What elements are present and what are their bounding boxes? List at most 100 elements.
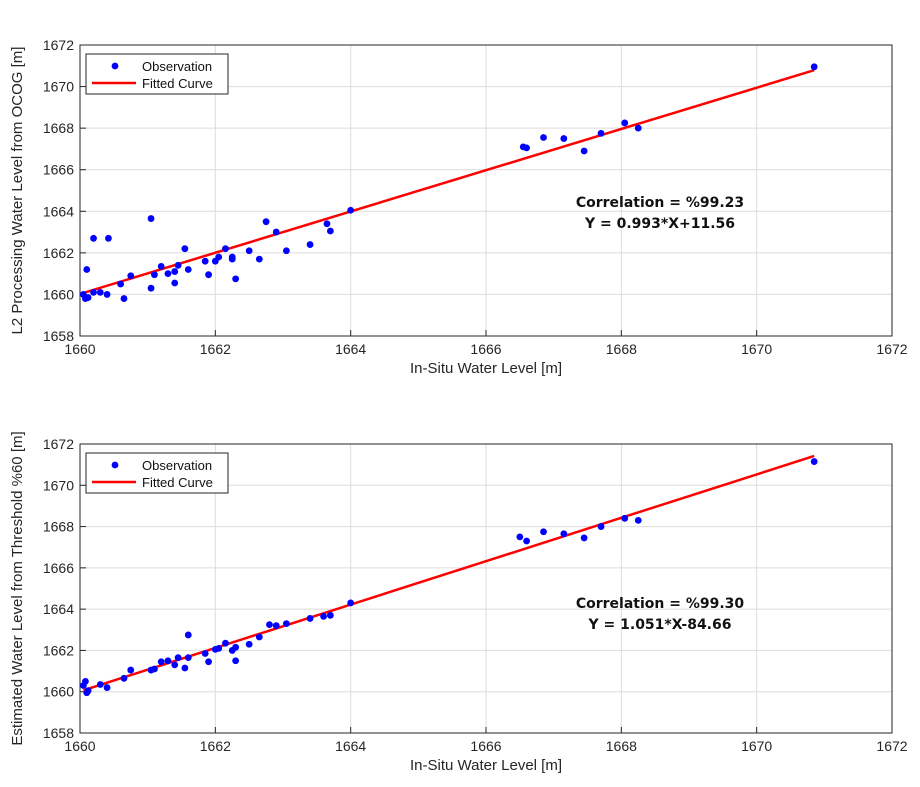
observation-point [90,288,97,296]
observation-point [282,620,290,627]
observation-point [232,643,240,651]
observation-point [523,144,530,152]
x-tick-label: 1666 [470,341,501,357]
observation-point [151,665,158,673]
correlation-annotation: Correlation = %99.23 [576,195,744,211]
observation-point [164,270,172,278]
y-tick-label: 1664 [43,601,74,617]
observation-point [272,622,280,630]
y-tick-label: 1670 [43,79,74,95]
x-axis-label: In-Situ Water Level [m] [410,360,562,377]
y-tick-label: 1662 [43,245,74,261]
y-axis-label: Estimated Water Level from Threshold %60… [9,431,26,745]
x-tick-label: 1670 [741,738,772,754]
observation-point [347,599,355,607]
y-tick-label: 1660 [43,286,74,302]
observation-point [347,206,355,214]
legend-label-observation: Observation [142,458,212,473]
observation-point [181,245,189,253]
observation-point [84,294,92,301]
observation-point [323,220,331,228]
x-tick-label: 1664 [335,738,366,754]
observation-point [634,124,642,132]
y-tick-label: 1672 [43,436,74,452]
observation-point [157,658,165,666]
observation-point [90,234,97,242]
y-tick-label: 1660 [43,684,74,700]
x-tick-label: 1660 [64,738,95,754]
observation-point [151,271,158,279]
y-tick-label: 1658 [43,328,74,344]
observation-point [184,266,192,273]
observation-point [272,228,280,236]
observation-point [306,615,314,622]
observation-point [105,234,112,242]
observation-point [103,684,111,691]
observation-point [120,674,128,682]
x-axis-label: In-Situ Water Level [m] [410,757,562,774]
x-tick-label: 1662 [200,341,231,357]
observation-point [222,245,229,253]
observation-point [215,253,223,261]
x-tick-label: 1660 [64,341,95,357]
correlation-annotation: Correlation = %99.30 [576,596,745,612]
observation-point [232,657,240,665]
observation-point [181,664,189,672]
x-tick-label: 1670 [741,341,772,357]
observation-point [245,247,253,255]
correlation-annotation: Y = 1.051*X-84.66 [588,617,732,633]
observation-point [147,284,155,292]
fitted-curve-line [83,68,815,295]
observation-point [255,633,263,641]
y-tick-label: 1662 [43,642,74,658]
observation-point [266,621,273,629]
x-tick-label: 1672 [876,738,907,754]
observation-point [215,644,223,652]
observation-point [205,271,212,279]
observation-point [320,612,327,620]
observation-point [634,516,642,524]
correlation-annotation: Y = 0.993*X+11.56 [584,216,735,232]
observation-point [245,640,253,648]
observation-point [184,631,192,639]
observation-point [540,134,547,141]
observation-point [120,295,128,302]
x-tick-label: 1668 [606,341,637,357]
y-axis-label: L2 Processing Water Level from OCOG [m] [9,47,26,335]
y-tick-label: 1670 [43,477,74,493]
observation-point [127,272,135,280]
legend-label-fitted-curve: Fitted Curve [142,475,213,490]
observation-point [222,639,229,647]
observation-point [326,227,334,235]
y-tick-label: 1666 [43,162,74,178]
observation-point [540,528,547,536]
x-tick-label: 1664 [335,341,366,357]
observation-point [157,262,165,270]
observation-point [201,650,209,657]
observation-point [174,654,182,662]
observation-point [174,261,182,269]
observation-point [262,218,270,226]
observation-point [306,241,314,248]
observation-point [171,661,179,669]
observation-point [326,611,334,619]
legend-label-fitted-curve: Fitted Curve [142,76,213,91]
y-tick-label: 1666 [43,560,74,576]
observation-point [523,537,530,545]
chart-ocog: 1660 1662 1664 1666 1668 1670 1672165816601662… [9,37,908,377]
legend-box [85,452,229,494]
legend: Observation Fitted Curve [85,452,229,494]
observation-point [84,687,92,695]
observation-point [255,255,263,263]
observation-point [516,533,524,541]
legend: Observation Fitted Curve [85,53,229,95]
y-tick-label: 1664 [43,203,74,219]
observation-point [282,247,290,255]
y-tick-label: 1668 [43,519,74,535]
observation-point [103,291,111,298]
legend-marker-observation [111,62,119,70]
observation-point [96,681,104,688]
chart-threshold: 1660 1662 1664 1666 1668 1670 1672165816601662… [9,431,908,774]
observation-point [117,280,124,288]
observation-point [171,279,179,287]
